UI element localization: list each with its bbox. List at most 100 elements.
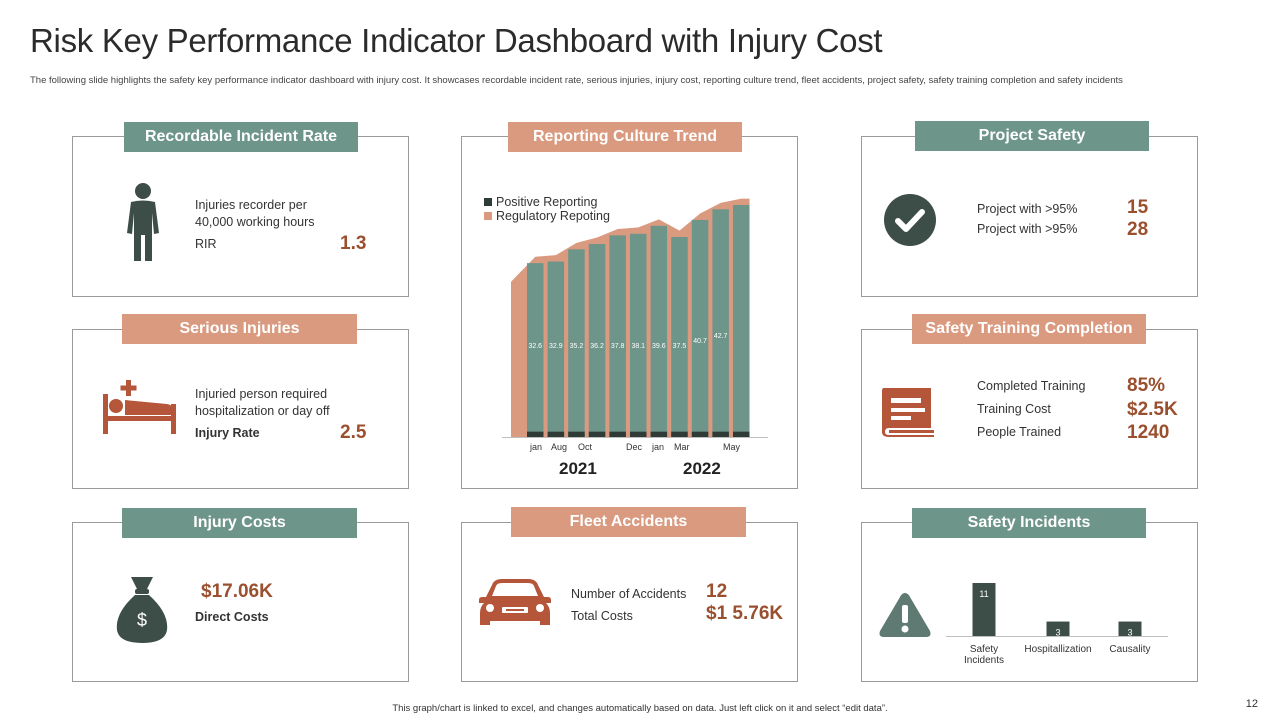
reporting-bar — [527, 263, 544, 437]
incident-bar — [1118, 621, 1142, 636]
money-bag-symbol: $ — [137, 610, 147, 630]
fleet-costs-label: Total Costs — [571, 609, 633, 623]
serious-desc-line2: hospitalization or day off — [195, 404, 330, 418]
month-label: jan — [530, 442, 543, 452]
training-completion-header: Safety Training Completion — [912, 314, 1146, 344]
project-safety-card: Project with >95% 15 Project with >95% 2… — [861, 136, 1198, 297]
injury-rate-label: Injury Rate — [195, 426, 260, 440]
car-icon — [479, 579, 551, 625]
incident-category-label: Safety — [970, 644, 998, 655]
accidents-value: 12 — [706, 581, 728, 602]
recordable-incident-card: Injuries recorder per 40,000 working hou… — [72, 136, 409, 297]
page-title: Risk Key Performance Indicator Dashboard… — [30, 22, 883, 59]
reporting-bar — [547, 261, 565, 437]
check-circle-icon — [884, 194, 936, 246]
reporting-bar — [630, 233, 647, 437]
training-row3-label: People Trained — [977, 425, 1062, 439]
incident-category-label: Causality — [1109, 644, 1150, 655]
year-2021-label: 2021 — [559, 459, 597, 478]
positive-reporting-bar — [588, 431, 606, 437]
training-row2-label: Training Cost — [977, 402, 1051, 416]
direct-costs-label: Direct Costs — [195, 610, 269, 624]
reporting-bar — [588, 243, 606, 437]
positive-reporting-bar — [568, 431, 585, 437]
project-row2-value: 28 — [1127, 219, 1149, 240]
month-label: Aug — [551, 442, 568, 452]
training-row1-label: Completed Training — [977, 379, 1086, 393]
rir-value: 1.3 — [340, 233, 367, 254]
incident-value-label: 3 — [1127, 628, 1132, 638]
positive-reporting-bar — [712, 431, 729, 437]
training-completion-card: Completed Training 85% Training Cost $2.… — [861, 329, 1198, 489]
training-row1-value: 85% — [1127, 375, 1166, 396]
legend-swatch-regulatory — [484, 212, 492, 220]
reporting-bar — [733, 205, 750, 437]
positive-reporting-bar — [609, 431, 626, 437]
money-bag-icon: $ — [116, 577, 168, 643]
incident-value-label: 11 — [979, 589, 988, 599]
reporting-trend-chart: 32.6 32.9 35.2 36.2 37.8 38.1 39.6 37.5 40.7 42.7 — [502, 198, 768, 438]
positive-reporting-bar — [733, 431, 750, 437]
fleet-accidents-card: Number of Accidents 12 Total Costs $1 5.… — [461, 522, 798, 682]
reporting-data-label: 32.6 — [528, 343, 542, 350]
year-2022-label: 2022 — [683, 459, 721, 478]
training-row3-value: 1240 — [1127, 422, 1170, 443]
positive-reporting-bar — [671, 431, 688, 437]
serious-injuries-header: Serious Injuries — [122, 314, 357, 344]
positive-reporting-bar — [650, 431, 668, 437]
rir-desc-line1: Injuries recorder per — [195, 198, 307, 212]
safety-incidents-header: Safety Incidents — [912, 508, 1146, 538]
serious-injuries-card: Injuried person required hospitalization… — [72, 329, 409, 489]
person-icon — [127, 183, 159, 261]
incident-value-label: 3 — [1055, 628, 1060, 638]
incident-category-label: Incidents — [964, 655, 1004, 666]
injury-costs-header: Injury Costs — [122, 508, 357, 538]
reporting-bar — [671, 237, 688, 437]
safety-incidents-card: 11 Safety Incidents 3 Hospitallization 3 Causa… — [861, 522, 1198, 682]
legend-swatch-positive — [484, 198, 492, 206]
reporting-data-label: 35.2 — [570, 343, 584, 350]
incident-bar — [972, 583, 996, 636]
warning-icon — [879, 593, 931, 637]
reporting-bar — [712, 209, 729, 437]
accidents-label: Number of Accidents — [571, 587, 687, 601]
fleet-accidents-header: Fleet Accidents — [511, 507, 746, 537]
incident-bar — [1046, 621, 1070, 636]
reporting-data-label: 32.9 — [549, 343, 563, 350]
rir-desc-line2: 40,000 working hours — [195, 215, 315, 229]
reporting-data-label: 38.1 — [631, 343, 645, 350]
reporting-data-label: 40.7 — [693, 338, 707, 345]
month-axis-labels: jan Aug Oct Dec jan Mar May — [462, 442, 799, 456]
incident-category-label: Hospitallization — [1024, 644, 1091, 655]
direct-costs-value: $17.06K — [201, 581, 273, 602]
reporting-bar — [691, 219, 709, 437]
injury-costs-card: $ $17.06K Direct Costs — [72, 522, 409, 682]
positive-reporting-bar — [630, 431, 647, 437]
book-icon — [882, 388, 934, 437]
project-row2-label: Project with >95% — [977, 222, 1078, 236]
positive-reporting-bar — [527, 431, 544, 437]
rir-label: RIR — [195, 237, 217, 251]
reporting-data-label: 37.8 — [611, 343, 625, 350]
reporting-bar — [568, 249, 585, 437]
reporting-culture-header: Reporting Culture Trend — [508, 122, 742, 152]
footer-note: This graph/chart is linked to excel, and… — [392, 703, 888, 714]
fleet-costs-value: $1 5.76K — [706, 603, 784, 624]
month-label: Dec — [626, 442, 643, 452]
reporting-data-label: 39.6 — [652, 343, 666, 350]
month-label: Oct — [578, 442, 593, 452]
reporting-culture-card: Positive Reporting Regulatory Repoting 3… — [461, 136, 798, 489]
month-label: Mar — [674, 442, 690, 452]
positive-reporting-bar — [547, 431, 565, 437]
page-number: 12 — [1245, 698, 1258, 710]
reporting-data-label: 42.7 — [714, 333, 728, 340]
recordable-incident-header: Recordable Incident Rate — [124, 122, 358, 152]
month-label: jan — [652, 442, 665, 452]
positive-reporting-bar — [691, 431, 709, 437]
legend-positive-label: Positive Reporting — [496, 195, 598, 209]
project-safety-header: Project Safety — [915, 121, 1149, 151]
serious-desc-line1: Injuried person required — [195, 387, 328, 401]
reporting-data-label: 37.5 — [673, 343, 687, 350]
legend-regulatory-label: Regulatory Repoting — [496, 209, 610, 223]
